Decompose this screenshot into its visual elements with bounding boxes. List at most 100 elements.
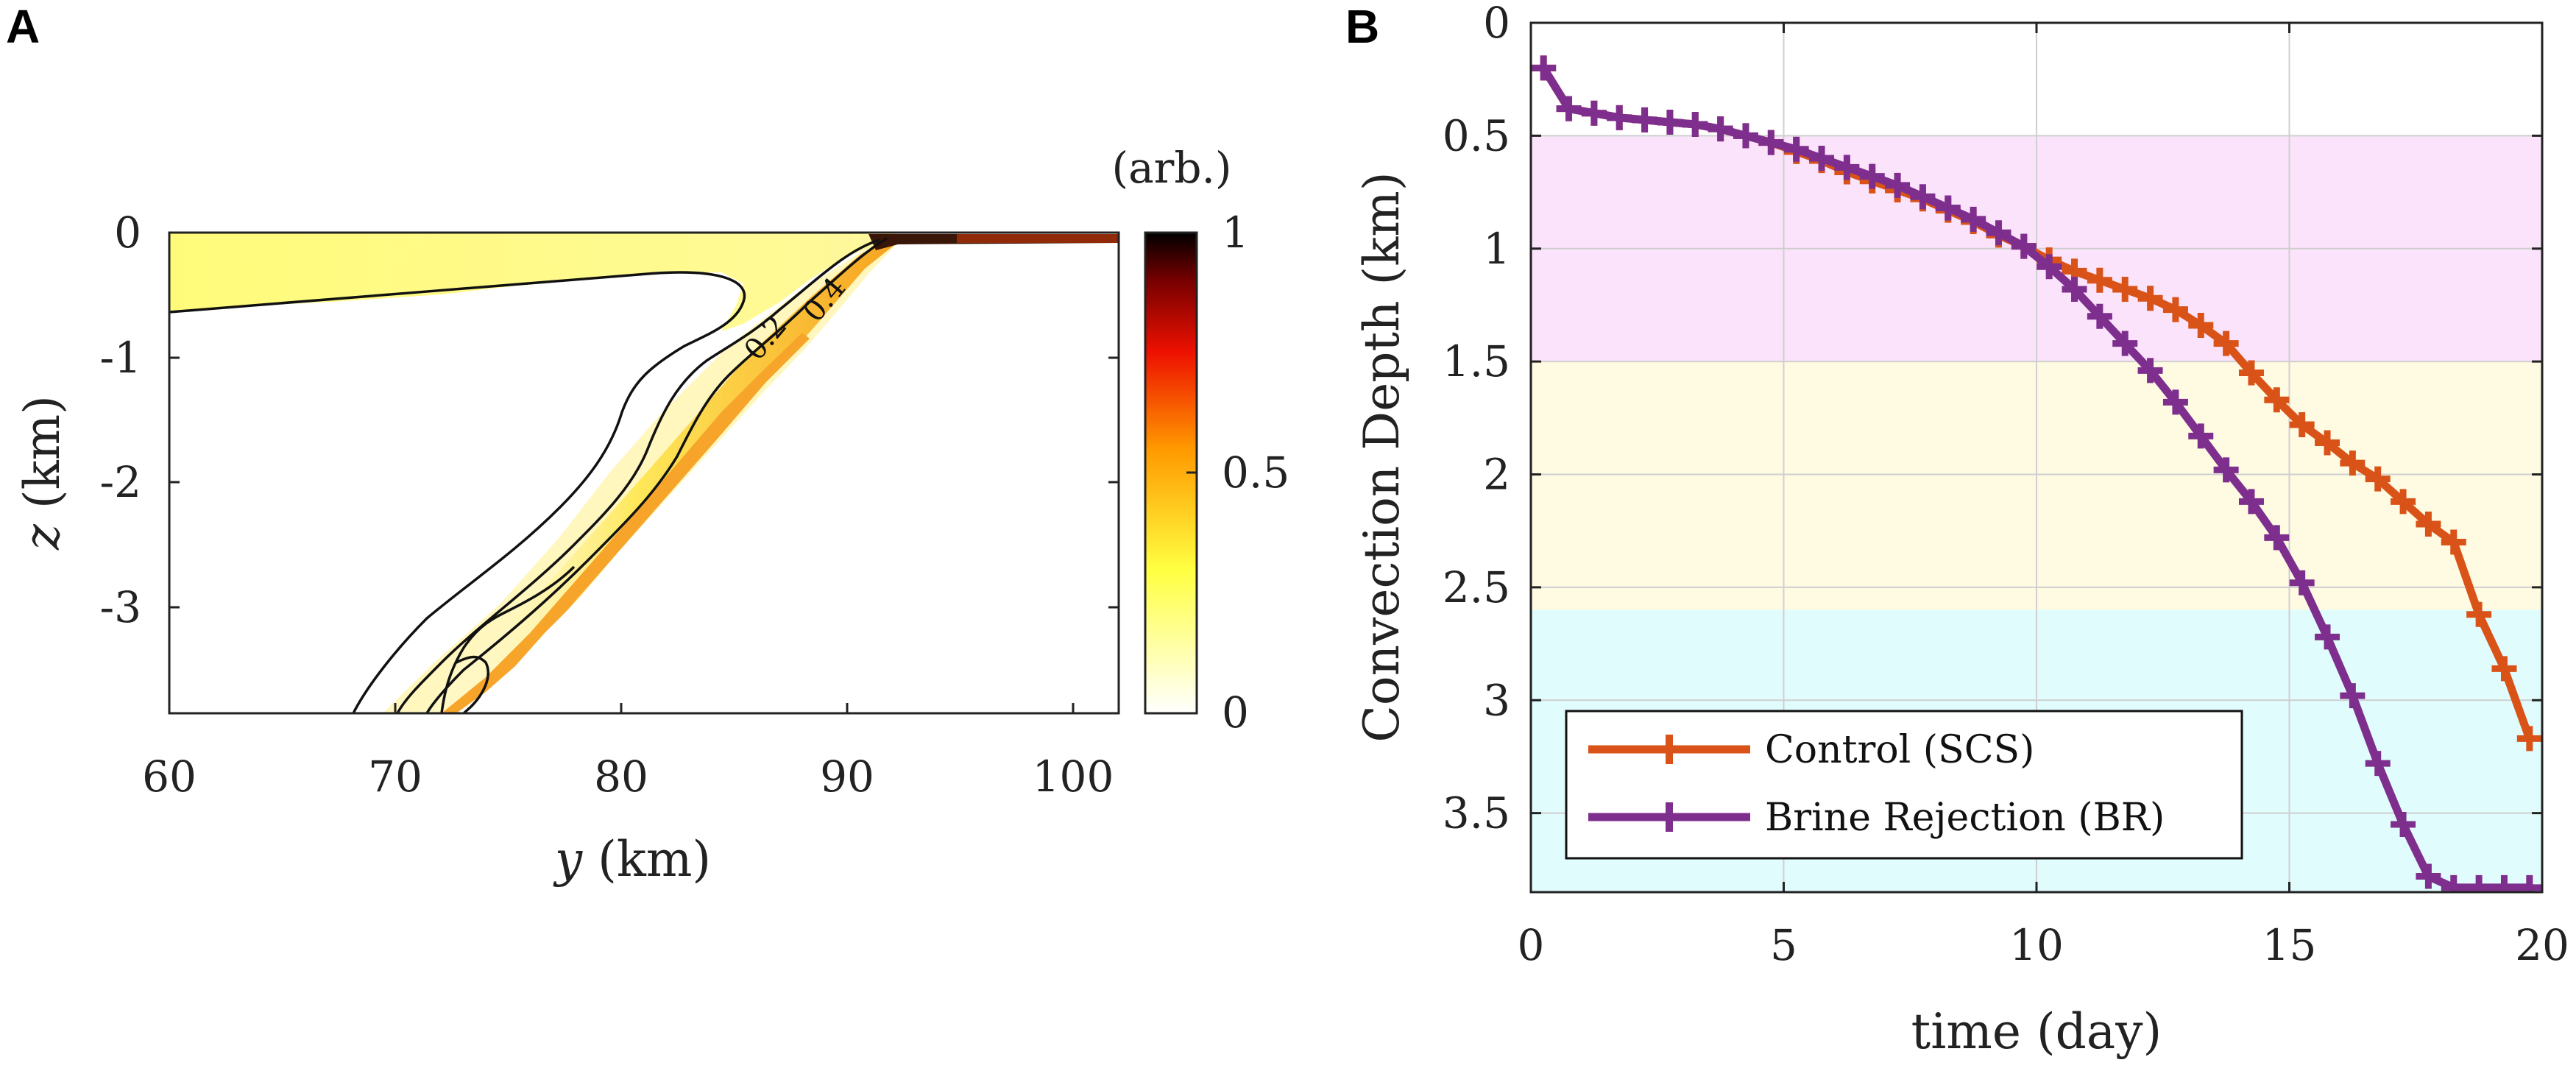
y-tick-label-1.5: 1.5 <box>1443 336 1510 386</box>
series <box>1531 55 2542 892</box>
b-y-axis-label: Convection Depth (km) <box>1354 172 1410 742</box>
point-brine-19 <box>2011 233 2037 259</box>
slope-dense-strip <box>442 333 810 713</box>
point-brine-8 <box>1733 123 1758 149</box>
x-tick-label-20: 20 <box>2515 920 2569 970</box>
a-x-tick-100: 100 <box>1033 752 1114 802</box>
point-brine-21 <box>2062 276 2087 302</box>
panel-a-label: A <box>6 0 40 53</box>
legend-marker-brine <box>1655 802 1684 832</box>
point-brine-13 <box>1859 163 1885 189</box>
point-brine-10 <box>1783 136 1809 162</box>
point-brine-31 <box>2315 624 2340 650</box>
point-brine-33 <box>2365 751 2391 777</box>
point-brine-28 <box>2238 489 2264 515</box>
point-control-34 <box>2391 489 2416 515</box>
point-brine-37 <box>2466 874 2492 892</box>
grid <box>1531 23 2542 892</box>
panel-a: A 0.2 0.4 <box>6 0 1289 888</box>
point-control-30 <box>2289 412 2315 438</box>
panel-b-label: B <box>1345 0 1379 53</box>
point-control-39 <box>2516 726 2542 752</box>
point-brine-16 <box>1935 195 1961 221</box>
a-x-tick-70: 70 <box>368 752 422 802</box>
legend-label-brine: Brine Rejection (BR) <box>1765 796 2165 840</box>
point-brine-6 <box>1682 112 1708 138</box>
colorbar-unit: (arb.) <box>1111 143 1231 193</box>
y-tick-label-1: 1 <box>1483 224 1510 274</box>
point-brine-32 <box>2340 683 2366 709</box>
point-control-24 <box>2137 286 2163 311</box>
point-control-26 <box>2188 313 2214 339</box>
point-control-27 <box>2213 331 2239 356</box>
point-brine-27 <box>2213 457 2239 483</box>
point-brine-24 <box>2137 358 2163 383</box>
point-control-31 <box>2315 430 2340 456</box>
point-brine-0 <box>1531 55 1557 81</box>
point-brine-2 <box>1581 100 1607 126</box>
panel-b-ticks <box>1529 21 2544 892</box>
b-x-axis-label: time (day) <box>1911 1003 2162 1060</box>
point-brine-1 <box>1556 96 1582 121</box>
a-y-tick-minus1: -1 <box>100 333 142 383</box>
point-brine-4 <box>1632 107 1657 132</box>
a-y-axis-label: z (km) <box>14 395 71 551</box>
y-tick-label-3: 3 <box>1483 675 1510 725</box>
point-brine-18 <box>1986 220 2011 246</box>
contour-0.3 <box>396 238 880 713</box>
point-brine-29 <box>2264 525 2290 551</box>
contour-0.6 <box>456 655 489 713</box>
point-brine-20 <box>2037 254 2062 280</box>
x-tick-label-10: 10 <box>2009 920 2064 970</box>
colorbar-ticks <box>1186 231 1197 715</box>
a-y-tick-minus3: -3 <box>100 582 142 632</box>
point-brine-3 <box>1607 105 1632 130</box>
x-tick-label-5: 5 <box>1770 920 1797 970</box>
point-control-32 <box>2340 450 2366 476</box>
panel-a-ticks <box>168 231 1119 713</box>
point-brine-30 <box>2289 570 2315 595</box>
point-brine-23 <box>2112 331 2138 356</box>
y-tick-label-3.5: 3.5 <box>1443 788 1510 838</box>
y-tick-label-2.5: 2.5 <box>1443 562 1510 612</box>
point-control-28 <box>2238 360 2264 386</box>
x-tick-label-0: 0 <box>1518 920 1545 970</box>
topography-mask <box>456 243 1119 713</box>
point-brine-26 <box>2188 423 2214 449</box>
y-tick-label-2: 2 <box>1483 450 1510 500</box>
legend-box <box>1565 710 2243 860</box>
panel-a-axes-box <box>168 231 1120 715</box>
point-brine-14 <box>1885 172 1911 198</box>
a-y-tick-minus2: -2 <box>100 457 142 507</box>
legend: Control (SCS) Brine Rejection (BR) <box>1565 710 2243 860</box>
x-tick-label-15: 15 <box>2262 920 2317 970</box>
y-tick-label-0.5: 0.5 <box>1443 110 1510 160</box>
series-line-brine <box>1540 66 2530 892</box>
a-x-tick-80: 80 <box>594 752 648 802</box>
point-brine-38 <box>2491 874 2517 892</box>
panel-b-tick-labels: 0 5 10 15 20 0 0.5 1 1.5 2 2.5 3 3.5 <box>1443 0 2569 970</box>
point-brine-7 <box>1708 116 1733 142</box>
point-control-37 <box>2466 601 2492 627</box>
point-control-23 <box>2112 276 2138 302</box>
point-control-25 <box>2162 297 2188 322</box>
panel-b: B 0 5 10 15 20 0 0.5 1 1.5 2 2.5 3 3.5 time (day) Co… <box>1345 0 2569 1060</box>
contour-0.2 <box>169 271 746 713</box>
point-brine-5 <box>1657 109 1682 135</box>
point-brine-34 <box>2391 811 2416 837</box>
point-control-36 <box>2441 529 2466 555</box>
point-control-29 <box>2264 387 2290 413</box>
colorbar-tick-0: 0 <box>1222 688 1249 738</box>
contour-0.5 <box>440 565 576 713</box>
point-brine-35 <box>2416 863 2441 889</box>
colorbar-tick-1: 1 <box>1222 208 1249 258</box>
point-brine-17 <box>1961 206 1986 232</box>
a-x-tick-90: 90 <box>820 752 874 802</box>
point-brine-15 <box>1910 184 1936 210</box>
point-brine-22 <box>2087 303 2112 329</box>
point-brine-25 <box>2162 389 2188 415</box>
a-y-tick-0: 0 <box>114 208 141 258</box>
point-control-33 <box>2365 466 2391 492</box>
colorbar-tick-0.5: 0.5 <box>1222 448 1289 498</box>
